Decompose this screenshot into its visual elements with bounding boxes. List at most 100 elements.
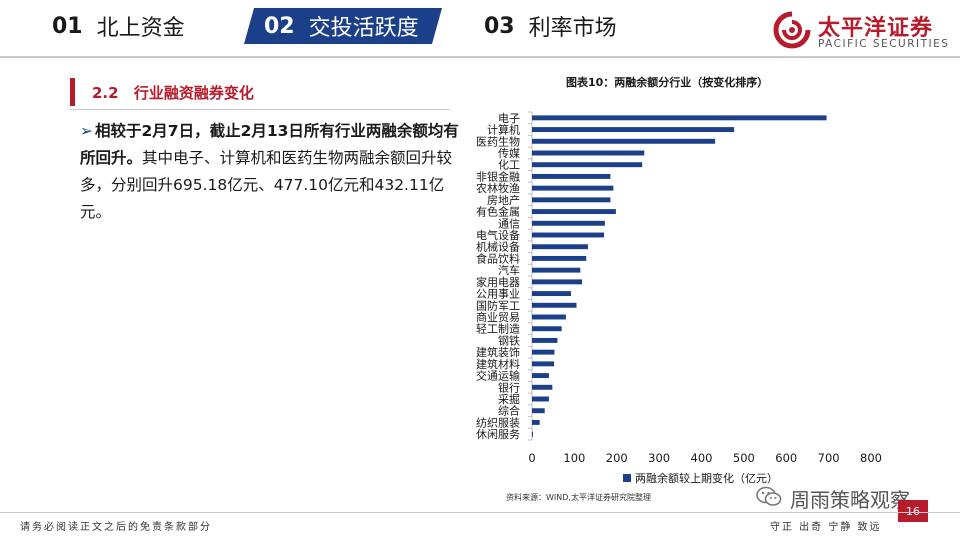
category-label: 纺织服装: [476, 415, 520, 429]
bar: [532, 337, 558, 343]
bar: [532, 291, 571, 297]
logo-chinese-name: 太平洋证券: [818, 16, 934, 41]
company-motto: 守正 出奇 宁静 致远: [770, 522, 882, 533]
x-tick-label: 800: [860, 451, 882, 465]
category-label: 建筑装饰: [476, 345, 520, 359]
bar: [532, 302, 577, 308]
category-label: 交通运输: [476, 369, 520, 383]
tab-trading-activity[interactable]: 02 交投活跃度: [244, 8, 442, 44]
section-title: 2.2 行业融资融券变化: [92, 82, 254, 103]
x-tick-label: 600: [775, 451, 797, 465]
bar: [532, 197, 611, 203]
bar: [532, 314, 566, 320]
x-tick-label: 700: [818, 451, 840, 465]
page-number-badge: 16: [898, 500, 928, 522]
bar: [532, 255, 587, 261]
bar: [532, 127, 735, 133]
header: 01 北上资金 02 交投活跃度 03 利率市场 太平洋证券 PACIFIC S…: [0, 0, 960, 58]
tab-number: 02: [264, 13, 295, 39]
summary-bold-text: 相较于2月7日，截止2月13日所有行业两融余额均有所回升。: [80, 122, 459, 167]
x-tick-label: 0: [528, 451, 535, 465]
bar: [532, 326, 562, 332]
category-label: 银行: [498, 380, 520, 394]
x-tick-label: 200: [606, 451, 628, 465]
tab-label: 交投活跃度: [308, 16, 419, 41]
bar: [532, 138, 716, 144]
category-label: 非银金融: [476, 169, 520, 183]
summary-text: 其中电子、计算机和医药生物两融余额回升较多，分别回升695.18亿元、477.1…: [80, 149, 453, 221]
tab-northbound-capital[interactable]: 01 北上资金: [52, 8, 185, 44]
x-tick-label: 100: [563, 451, 585, 465]
bullet-arrow-icon: ➢: [80, 122, 93, 140]
category-label: 房地产: [487, 193, 520, 207]
active-tab-background: [244, 8, 442, 44]
bar: [532, 209, 616, 215]
data-source: 资料来源：WIND,太平洋证券研究院整理: [506, 493, 651, 502]
category-label: 综合: [498, 404, 520, 418]
x-tick-label: 500: [733, 451, 755, 465]
bar: [532, 419, 540, 425]
tab-number: 01: [52, 13, 83, 39]
category-label: 化工: [498, 158, 520, 172]
bar: [532, 232, 605, 238]
category-label: 机械设备: [476, 240, 520, 254]
wechat-icon: [756, 486, 782, 506]
category-label: 采掘: [498, 392, 520, 406]
tab-number: 03: [484, 13, 515, 39]
x-tick-label: 400: [691, 451, 713, 465]
category-label: 休闲服务: [476, 427, 520, 441]
category-label: 公用事业: [476, 288, 520, 301]
section-divider: [70, 109, 450, 110]
logo-english-name: PACIFIC SECURITIES: [818, 38, 950, 50]
wechat-account-name: 周雨策略观察: [790, 488, 910, 512]
legend-swatch: [623, 474, 631, 482]
category-label: 计算机: [487, 123, 520, 137]
bar: [532, 361, 555, 367]
category-label: 汽车: [498, 263, 520, 277]
bar: [532, 267, 581, 273]
logo-mark-icon: [773, 11, 811, 49]
tab-label: 北上资金: [96, 16, 185, 41]
chart-title: 图表10：两融余额分行业（按变化排序）: [566, 76, 769, 89]
section-number: 2.2: [92, 84, 119, 102]
header-divider: [0, 56, 960, 58]
x-tick-label: 300: [648, 451, 670, 465]
wechat-watermark: 周雨策略观察: [756, 478, 936, 518]
bar: [532, 185, 614, 191]
bar: [532, 173, 611, 179]
category-label: 有色金属: [476, 205, 520, 219]
bar: [532, 162, 643, 168]
bar: [532, 115, 827, 121]
summary-paragraph: ➢ 相较于2月7日，截止2月13日所有行业两融余额均有所回升。其中电子、计算机和医…: [80, 118, 460, 226]
section-title-text: 行业融资融券变化: [133, 84, 254, 102]
category-label: 家用电器: [476, 275, 520, 289]
bar: [532, 244, 588, 250]
category-label: 轻工制造: [476, 322, 520, 336]
bar: [532, 150, 645, 156]
bar: [532, 408, 545, 414]
section-accent-bar: [70, 78, 75, 106]
category-label: 电子: [498, 112, 520, 125]
category-label: 食品饮料: [476, 251, 520, 265]
category-label: 通信: [498, 217, 520, 230]
company-logo: 太平洋证券 PACIFIC SECURITIES: [772, 8, 952, 52]
bar: [532, 349, 555, 355]
bar: [532, 431, 533, 437]
bar: [532, 220, 605, 226]
bar: [532, 396, 549, 402]
bar: [532, 384, 553, 390]
industry-margin-balance-chart: 电子计算机医药生物传媒化工非银金融农林牧渔房地产有色金属通信电气设备机械设备食品…: [476, 111, 882, 485]
bar: [532, 373, 549, 379]
tab-interest-rate-market[interactable]: 03 利率市场: [484, 8, 617, 44]
category-label: 电气设备: [476, 228, 520, 242]
disclaimer-text: 请务必阅读正文之后的免责条款部分: [20, 522, 212, 533]
tab-label: 利率市场: [528, 16, 617, 41]
footer-divider: [0, 512, 960, 513]
bar: [532, 279, 583, 285]
category-label: 国防军工: [476, 298, 520, 312]
category-label: 医药生物: [476, 134, 520, 148]
category-label: 建筑材料: [476, 357, 520, 371]
category-label: 农林牧渔: [476, 181, 520, 195]
legend-label: 两融余额较上期变化（亿元）: [635, 471, 778, 485]
category-label: 钢铁: [498, 334, 520, 347]
